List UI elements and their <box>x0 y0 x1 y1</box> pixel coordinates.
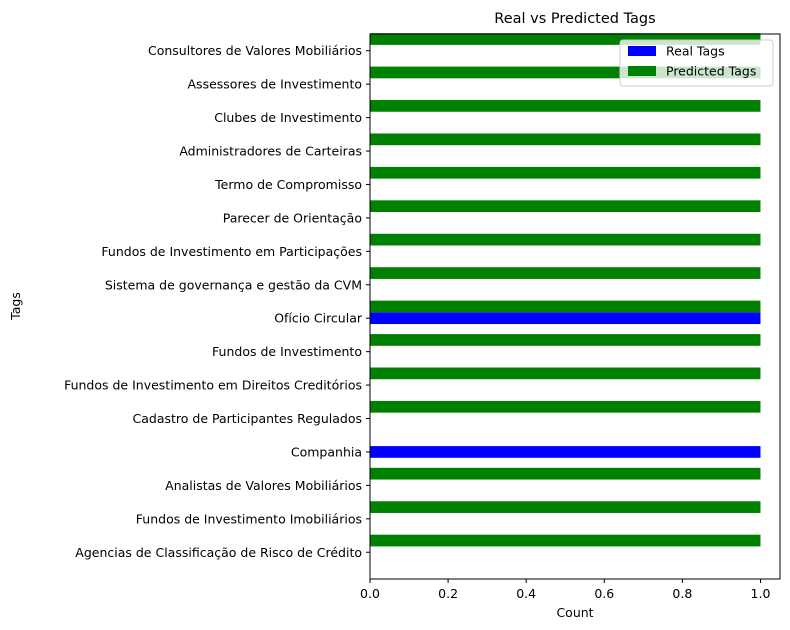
bar-predicted-10 <box>370 200 761 213</box>
y-tick-label: Analistas de Valores Mobiliários <box>165 478 362 493</box>
y-tick-label: Assessores de Investimento <box>188 77 363 92</box>
chart-title: Real vs Predicted Tags <box>494 11 655 27</box>
bar-predicted-11 <box>370 166 761 179</box>
bars-group <box>370 33 761 547</box>
bar-real-3 <box>370 446 761 458</box>
x-tick-label: 0.2 <box>438 586 458 601</box>
bar-predicted-5 <box>370 367 761 380</box>
x-tick-label: 1.0 <box>751 586 771 601</box>
x-tick-label: 0.4 <box>516 586 536 601</box>
bar-predicted-4 <box>370 400 761 413</box>
bar-predicted-14 <box>370 66 761 79</box>
x-tick-labels: 0.0 0.2 0.4 0.6 0.8 1.0 <box>360 579 770 601</box>
y-tick-label: Sistema de governança e gestão da CVM <box>105 277 362 292</box>
y-tick-label: Agencias de Classificação de Risco de Cr… <box>75 545 362 560</box>
y-tick-label: Ofício Circular <box>274 311 363 326</box>
x-tick-label: 0.0 <box>360 586 380 601</box>
y-tick-label: Administradores de Carteiras <box>179 144 362 159</box>
bar-predicted-7 <box>370 300 761 313</box>
bar-predicted-2 <box>370 467 761 480</box>
y-tick-label: Cadastro de Participantes Regulados <box>133 411 362 426</box>
y-tick-label: Clubes de Investimento <box>214 110 362 125</box>
bar-predicted-13 <box>370 100 761 112</box>
bar-predicted-6 <box>370 334 761 346</box>
bar-predicted-9 <box>370 233 761 246</box>
legend-label: Predicted Tags <box>666 64 756 79</box>
x-axis-label: Count <box>556 605 593 620</box>
legend: Real Tags Predicted Tags <box>619 39 774 87</box>
y-tick-label: Consultores de Valores Mobiliários <box>148 43 362 58</box>
legend-box <box>619 39 774 87</box>
y-tick-label: Fundos de Investimento Imobiliários <box>136 511 362 526</box>
y-tick-label: Termo de Compromisso <box>214 177 362 192</box>
bar-predicted-1 <box>370 501 761 513</box>
bar-predicted-12 <box>370 133 761 146</box>
y-tick-labels: Agencias de Classificação de Risco de Cr… <box>64 43 370 560</box>
bar-real-7 <box>370 312 761 325</box>
y-tick-label: Parecer de Orientação <box>223 210 362 225</box>
x-tick-label: 0.8 <box>672 586 692 601</box>
x-tick-label: 0.6 <box>594 586 614 601</box>
y-tick-label: Fundos de Investimento em Participações <box>101 244 362 259</box>
bar-predicted-15 <box>370 33 761 45</box>
y-tick-label: Fundos de Investimento <box>212 344 362 359</box>
y-tick-label: Companhia <box>291 444 362 459</box>
legend-label: Real Tags <box>666 44 725 59</box>
bar-predicted-8 <box>370 267 761 279</box>
y-axis-label: Tags <box>8 292 23 321</box>
legend-swatch <box>628 66 656 76</box>
axes-frame <box>369 33 781 580</box>
y-tick-label: Fundos de Investimento em Direitos Credi… <box>64 378 362 393</box>
bar-predicted-0 <box>370 534 761 547</box>
legend-swatch <box>628 46 656 56</box>
